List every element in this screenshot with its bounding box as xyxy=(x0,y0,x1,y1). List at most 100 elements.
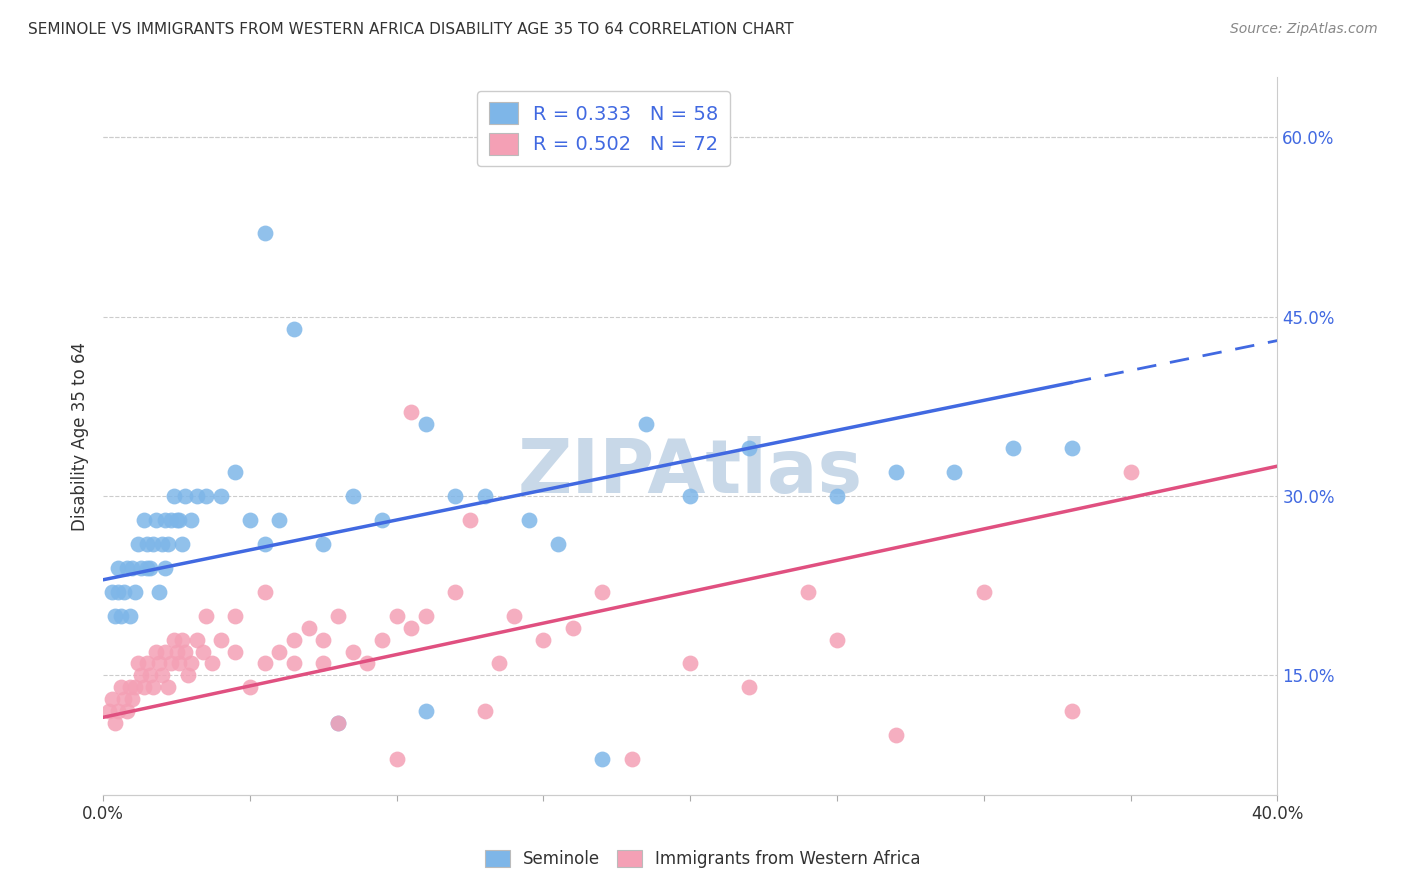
Point xyxy=(172,537,194,551)
Point xyxy=(269,644,291,658)
Point xyxy=(415,608,437,623)
Point xyxy=(209,632,232,647)
Point xyxy=(239,681,262,695)
Point xyxy=(121,561,143,575)
Point xyxy=(101,584,124,599)
Point xyxy=(591,752,613,766)
Point xyxy=(139,561,162,575)
Point xyxy=(166,644,188,658)
Point xyxy=(356,657,378,671)
Point xyxy=(194,608,217,623)
Point xyxy=(239,513,262,527)
Point xyxy=(342,644,364,658)
Point xyxy=(162,632,184,647)
Point xyxy=(283,657,305,671)
Point xyxy=(136,657,159,671)
Point xyxy=(156,681,179,695)
Point xyxy=(186,632,208,647)
Point xyxy=(283,632,305,647)
Point xyxy=(679,657,702,671)
Point xyxy=(98,704,121,718)
Point xyxy=(312,657,335,671)
Point xyxy=(884,465,907,479)
Point xyxy=(127,537,149,551)
Point xyxy=(162,489,184,503)
Point xyxy=(156,537,179,551)
Point xyxy=(401,405,423,419)
Point xyxy=(796,584,818,599)
Point xyxy=(884,728,907,742)
Point xyxy=(444,584,467,599)
Point xyxy=(101,692,124,706)
Point xyxy=(415,417,437,432)
Point xyxy=(385,608,408,623)
Point xyxy=(825,489,848,503)
Point xyxy=(150,537,173,551)
Point xyxy=(488,657,510,671)
Point xyxy=(1060,441,1083,455)
Legend: Seminole, Immigrants from Western Africa: Seminole, Immigrants from Western Africa xyxy=(478,843,928,875)
Point xyxy=(326,608,349,623)
Point xyxy=(124,681,146,695)
Point xyxy=(385,752,408,766)
Point xyxy=(973,584,995,599)
Point xyxy=(153,561,176,575)
Point xyxy=(150,668,173,682)
Point xyxy=(342,489,364,503)
Point xyxy=(253,226,276,240)
Point xyxy=(136,561,159,575)
Point xyxy=(1002,441,1025,455)
Point xyxy=(201,657,224,671)
Point xyxy=(118,681,141,695)
Point xyxy=(124,584,146,599)
Point xyxy=(153,644,176,658)
Point xyxy=(298,621,321,635)
Point xyxy=(129,668,152,682)
Point xyxy=(172,632,194,647)
Point xyxy=(159,513,181,527)
Point xyxy=(134,513,156,527)
Point xyxy=(253,584,276,599)
Point xyxy=(825,632,848,647)
Point xyxy=(112,584,135,599)
Point xyxy=(118,608,141,623)
Point xyxy=(1060,704,1083,718)
Point xyxy=(517,513,540,527)
Point xyxy=(326,716,349,731)
Point xyxy=(738,441,761,455)
Point xyxy=(104,716,127,731)
Point xyxy=(110,608,132,623)
Point xyxy=(326,716,349,731)
Point xyxy=(145,513,167,527)
Point xyxy=(169,513,191,527)
Point xyxy=(1119,465,1142,479)
Point xyxy=(312,632,335,647)
Point xyxy=(121,692,143,706)
Point xyxy=(180,657,202,671)
Point xyxy=(253,537,276,551)
Text: SEMINOLE VS IMMIGRANTS FROM WESTERN AFRICA DISABILITY AGE 35 TO 64 CORRELATION C: SEMINOLE VS IMMIGRANTS FROM WESTERN AFRI… xyxy=(28,22,794,37)
Point xyxy=(371,513,394,527)
Point xyxy=(194,489,217,503)
Point xyxy=(191,644,214,658)
Point xyxy=(679,489,702,503)
Point xyxy=(166,513,188,527)
Point xyxy=(169,657,191,671)
Point xyxy=(415,704,437,718)
Point xyxy=(224,465,246,479)
Point xyxy=(127,657,149,671)
Point xyxy=(112,692,135,706)
Point xyxy=(371,632,394,647)
Point xyxy=(620,752,643,766)
Point xyxy=(142,681,165,695)
Point xyxy=(129,561,152,575)
Point xyxy=(115,561,138,575)
Text: Source: ZipAtlas.com: Source: ZipAtlas.com xyxy=(1230,22,1378,37)
Point xyxy=(107,584,129,599)
Point xyxy=(401,621,423,635)
Point xyxy=(136,537,159,551)
Y-axis label: Disability Age 35 to 64: Disability Age 35 to 64 xyxy=(72,342,89,531)
Point xyxy=(224,644,246,658)
Point xyxy=(547,537,569,551)
Point xyxy=(943,465,966,479)
